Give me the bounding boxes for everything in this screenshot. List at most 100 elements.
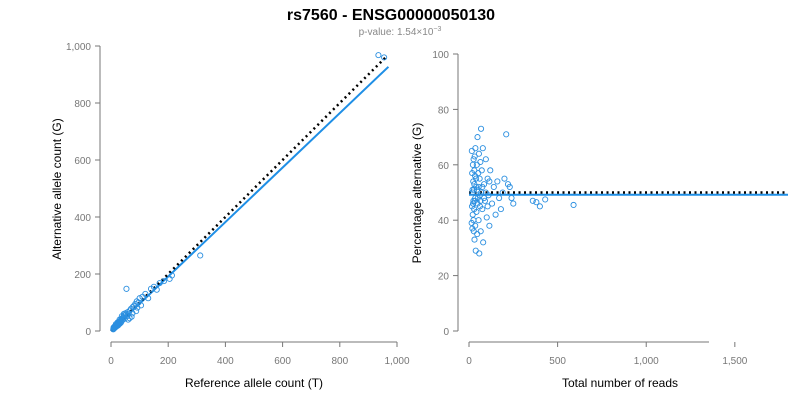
right-data-point — [483, 214, 490, 221]
left-data-point — [125, 316, 132, 323]
right-data-point — [468, 203, 476, 210]
right-data-point — [478, 167, 485, 174]
right-data-point — [542, 196, 549, 203]
right-line-group — [469, 191, 788, 196]
right-scatter-panel: 0 500 1,000 1,500 0 20 40 60 80 100 Total number … — [410, 50, 788, 390]
right-data-point — [504, 181, 512, 188]
chart-subtitle: p-value: 1.54×10−3 — [359, 26, 442, 38]
left-data-point — [147, 285, 155, 292]
right-data-point — [499, 189, 506, 196]
right-data-point — [478, 125, 485, 132]
right-data-point — [471, 181, 478, 188]
right-data-point — [473, 186, 481, 193]
right-data-point — [469, 170, 476, 177]
left-data-point — [375, 52, 382, 59]
right-y-tick-label: 0 — [443, 327, 449, 338]
right-data-point — [486, 178, 493, 185]
right-data-point — [490, 183, 497, 191]
left-x-axis-label: Reference allele count (T) — [185, 376, 323, 390]
right-data-point — [472, 145, 479, 152]
left-data-point — [123, 285, 130, 292]
right-x-tick-label: 500 — [549, 356, 566, 367]
right-data-point — [470, 200, 477, 207]
right-data-point — [488, 200, 496, 207]
right-data-point — [468, 147, 475, 154]
right-data-point — [472, 247, 479, 254]
left-data-point — [139, 293, 146, 300]
left-x-tick-label: 800 — [331, 356, 348, 367]
right-data-point — [510, 200, 517, 207]
left-point-group — [110, 52, 388, 333]
right-y-tick-label: 60 — [438, 161, 450, 172]
right-x-tick-label: 0 — [466, 356, 472, 367]
right-data-point — [477, 228, 484, 235]
right-point-group — [468, 125, 577, 257]
right-data-point — [476, 175, 483, 182]
right-data-point — [481, 197, 489, 204]
left-y-tick-label: 0 — [85, 327, 91, 338]
right-data-point — [473, 175, 480, 182]
right-data-point — [479, 183, 486, 191]
right-tick-group: 0 500 1,000 1,500 0 20 40 60 80 100 — [432, 50, 747, 367]
left-reference-line — [110, 55, 388, 332]
left-y-tick-label: 200 — [74, 270, 91, 281]
right-y-tick-label: 80 — [438, 105, 450, 116]
right-data-point — [482, 156, 489, 163]
right-data-point — [503, 131, 510, 138]
right-data-point — [494, 178, 501, 185]
right-data-point — [479, 145, 486, 152]
right-data-point — [468, 219, 475, 227]
subtitle-text: p-value: 1.54×10 — [359, 27, 434, 38]
right-data-point — [482, 189, 489, 196]
right-data-point — [470, 197, 477, 204]
right-data-point — [469, 211, 476, 218]
right-data-point — [533, 199, 540, 206]
right-y-tick-label: 40 — [438, 216, 450, 227]
right-data-point — [477, 158, 484, 166]
right-y-axis-label: Percentage alternative (G) — [410, 123, 424, 264]
left-data-point — [110, 326, 117, 333]
left-x-tick-label: 0 — [108, 356, 114, 367]
left-y-tick-label: 1,000 — [66, 42, 91, 53]
right-data-point — [501, 175, 508, 182]
left-y-tick-label: 400 — [74, 213, 91, 224]
right-data-point — [487, 167, 494, 174]
left-x-tick-label: 1,000 — [384, 356, 409, 367]
left-x-tick-label: 200 — [160, 356, 177, 367]
chart-title: rs7560 - ENSG00000050130 — [287, 7, 495, 24]
right-data-point — [471, 236, 478, 243]
right-data-point — [469, 186, 476, 193]
left-y-axis-label: Alternative allele count (G) — [50, 118, 64, 259]
left-line-group — [110, 55, 390, 332]
left-data-point — [197, 252, 204, 259]
left-data-point — [134, 304, 141, 311]
left-data-point — [166, 275, 173, 282]
right-data-point — [508, 194, 515, 202]
right-x-tick-label: 1,500 — [722, 356, 747, 367]
right-y-tick-label: 100 — [432, 50, 449, 61]
right-data-point — [474, 134, 481, 141]
right-data-point — [536, 203, 543, 210]
left-tick-group: 0 200 400 600 800 1,000 0 200 400 600 800 1,000 — [66, 42, 410, 367]
right-data-point — [475, 217, 482, 224]
right-data-point — [471, 153, 478, 160]
right-data-point — [496, 194, 503, 202]
right-data-point — [469, 161, 476, 168]
left-y-tick-label: 600 — [74, 156, 91, 167]
left-x-tick-label: 400 — [217, 356, 234, 367]
left-data-point — [118, 313, 125, 320]
right-data-point — [497, 206, 504, 213]
right-data-point — [529, 197, 536, 204]
left-scatter-panel: 0 200 400 600 800 1,000 0 200 400 600 800 1,000 Ref… — [50, 42, 410, 390]
right-x-tick-label: 1,000 — [634, 356, 659, 367]
right-data-point — [570, 201, 577, 209]
right-x-axis-label: Total number of reads — [562, 376, 678, 390]
left-data-point — [156, 280, 163, 287]
right-data-point — [484, 203, 491, 210]
left-y-tick-label: 800 — [74, 99, 91, 110]
right-data-point — [473, 161, 480, 168]
left-data-point — [381, 54, 388, 61]
right-y-tick-label: 20 — [438, 272, 450, 283]
left-x-tick-label: 600 — [274, 356, 291, 367]
